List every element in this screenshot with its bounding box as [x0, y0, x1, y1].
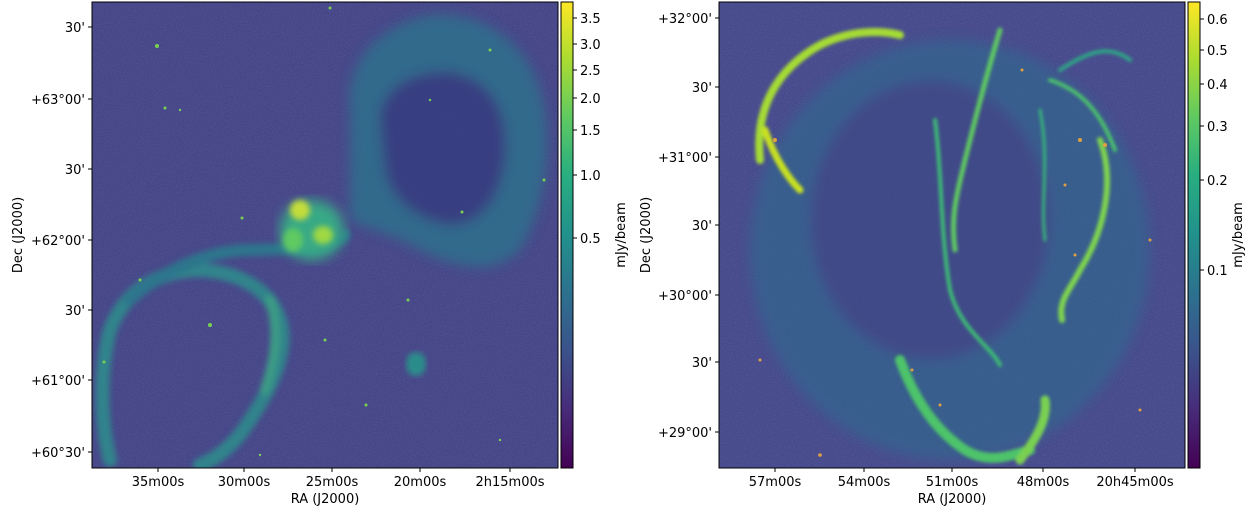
x-tick-label: 25m00s [306, 475, 359, 490]
y-tick-label: 30' [692, 81, 712, 96]
right-y-axis-label: Dec (J2000) [639, 197, 654, 273]
colorbar-tick-label: 0.2 [1207, 174, 1228, 189]
x-tick-label: 57m00s [749, 475, 802, 490]
right-colorbar-ticks: 0.6 0.5 0.4 0.3 0.2 0.1 [1200, 13, 1228, 279]
right-colorbar [1187, 1, 1201, 469]
x-tick-label: 2h15m00s [475, 475, 544, 490]
colorbar-tick-label: 3.0 [580, 38, 601, 53]
x-tick-label: 48m00s [1017, 475, 1070, 490]
y-tick-label: 30' [692, 219, 712, 234]
right-y-axis: +32°00' 30' +31°00' 30' +30°00' 30' +29°00' [658, 12, 719, 441]
colorbar-tick-label: 0.4 [1207, 78, 1228, 93]
left-colorbar-label: mJy/beam [614, 202, 629, 267]
left-plot-frame [91, 1, 559, 469]
colorbar-tick-label: 0.6 [1207, 13, 1228, 28]
y-tick-label: +63°00' [31, 93, 85, 108]
colorbar-tick-label: 0.1 [1207, 264, 1228, 279]
y-tick-label: 30' [692, 356, 712, 371]
left-colorbar-ticks: 3.5 3.0 2.5 2.0 1.5 1.0 0.5 [573, 12, 601, 247]
y-tick-label: +61°00' [31, 374, 85, 389]
left-x-axis: 35m00s 30m00s 25m00s 20m00s 2h15m00s [132, 468, 545, 490]
left-y-axis-label: Dec (J2000) [11, 197, 26, 273]
left-sky-image [92, 2, 558, 468]
colorbar-tick-label: 0.5 [580, 232, 601, 247]
right-colorbar-label: mJy/beam [1231, 202, 1246, 267]
colorbar-tick-label: 2.5 [580, 64, 601, 79]
x-tick-label: 35m00s [132, 475, 185, 490]
right-x-axis: 57m00s 54m00s 51m00s 48m00s 20h45m00s [749, 468, 1174, 490]
y-tick-label: 30' [65, 304, 85, 319]
y-tick-label: +60°30' [31, 446, 85, 461]
y-tick-label: +29°00' [658, 426, 712, 441]
x-tick-label: 54m00s [838, 475, 891, 490]
colorbar-tick-label: 3.5 [580, 12, 601, 27]
left-y-axis: 30' +63°00' 30' +62°00' 30' +61°00' +60°30' [31, 21, 92, 461]
x-tick-label: 20h45m00s [1096, 475, 1174, 490]
colorbar-tick-label: 0.5 [1207, 44, 1228, 59]
left-colorbar [560, 1, 574, 469]
y-tick-label: 30' [65, 163, 85, 178]
y-tick-label: +62°00' [31, 234, 85, 249]
colorbar-tick-label: 1.5 [580, 124, 601, 139]
right-sky-image [719, 2, 1185, 468]
x-tick-label: 20m00s [394, 475, 447, 490]
x-tick-label: 30m00s [218, 475, 271, 490]
x-tick-label: 51m00s [926, 475, 979, 490]
y-tick-label: +32°00' [658, 12, 712, 27]
y-tick-label: 30' [65, 21, 85, 36]
right-x-axis-label: RA (J2000) [918, 492, 987, 507]
y-tick-label: +30°00' [658, 289, 712, 304]
left-x-axis-label: RA (J2000) [291, 492, 360, 507]
y-tick-label: +31°00' [658, 151, 712, 166]
colorbar-tick-label: 1.0 [580, 169, 601, 184]
colorbar-tick-label: 2.0 [580, 92, 601, 107]
colorbar-tick-label: 0.3 [1207, 120, 1228, 135]
